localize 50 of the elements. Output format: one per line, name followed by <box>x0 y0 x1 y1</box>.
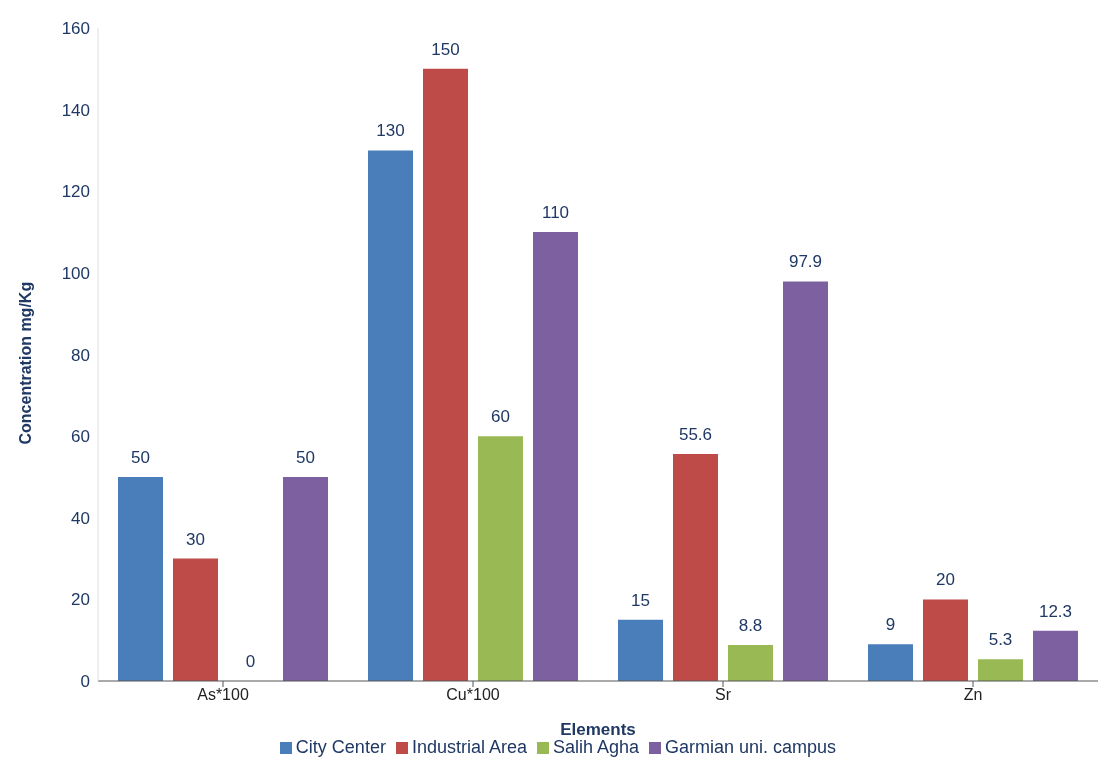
data-label: 15 <box>631 590 650 610</box>
data-label: 12.3 <box>1038 601 1073 621</box>
y-tick-label: 60 <box>71 427 90 447</box>
bar <box>533 232 578 681</box>
data-label: 50 <box>131 447 150 467</box>
data-label: 97.9 <box>788 252 823 272</box>
data-label: 60 <box>491 407 510 427</box>
x-tick-label: As*100 <box>197 686 249 704</box>
x-axis-title: Elements <box>560 720 636 739</box>
legend-label: Industrial Area <box>411 737 527 757</box>
data-label: 50 <box>296 447 315 467</box>
data-label: 55.6 <box>678 425 713 445</box>
x-tick-label: Zn <box>963 686 983 704</box>
data-label: 30 <box>186 529 205 549</box>
y-tick-label: 80 <box>71 345 90 365</box>
data-label: 0 <box>245 651 256 671</box>
bar <box>923 599 968 681</box>
bar <box>173 558 218 681</box>
y-axis-title: Concentration mg/Kg <box>16 281 34 445</box>
x-tick-label: Sr <box>715 686 732 704</box>
bar <box>423 68 468 681</box>
bar <box>478 436 523 681</box>
bar <box>728 645 773 681</box>
data-label: 150 <box>431 39 460 59</box>
y-tick-label: 0 <box>80 672 90 692</box>
data-label: 8.8 <box>738 616 763 636</box>
data-label: 130 <box>376 121 405 141</box>
y-tick-label: 100 <box>61 263 90 283</box>
data-label: 9 <box>885 615 896 635</box>
y-tick-label: 140 <box>61 100 90 120</box>
y-tick-label: 120 <box>61 182 90 202</box>
x-tick-label: Cu*100 <box>446 686 500 704</box>
bar <box>783 281 828 681</box>
data-label: 5.3 <box>988 630 1013 650</box>
bar <box>1033 630 1078 681</box>
legend-label: Salih Agha <box>552 737 640 757</box>
bar <box>618 619 663 681</box>
y-tick-label: 160 <box>61 19 90 39</box>
data-label: 20 <box>936 570 955 590</box>
bar <box>283 476 328 681</box>
bar <box>368 150 413 681</box>
legend-label: City Center <box>295 737 386 757</box>
legend-label: Garmian uni. campus <box>665 737 837 757</box>
bar <box>978 659 1023 681</box>
bar <box>673 454 718 681</box>
y-tick-label: 40 <box>71 508 90 528</box>
bar <box>118 476 163 681</box>
bar <box>868 644 913 681</box>
y-tick-label: 20 <box>71 590 90 610</box>
data-label: 110 <box>541 203 570 223</box>
